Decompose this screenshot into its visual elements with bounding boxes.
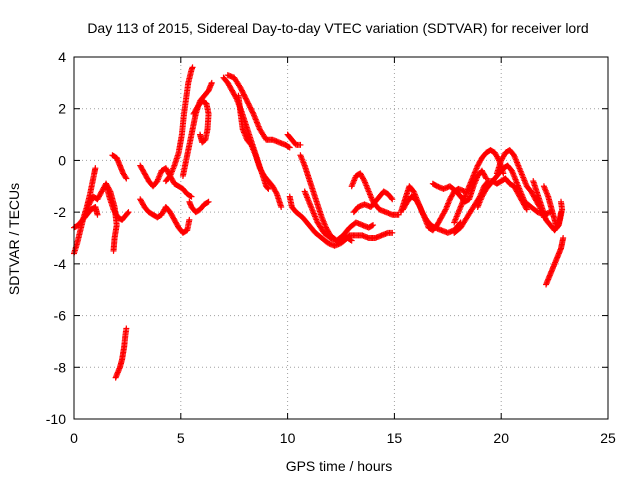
chart-title: Day 113 of 2015, Sidereal Day-to-day VTE… [87,20,588,36]
y-tick-label: -8 [54,359,67,375]
data-point [370,222,377,229]
data-point [560,235,567,241]
series-arc-14 [224,72,293,151]
data-point [389,229,396,236]
data-point [125,209,132,216]
series-arc-5 [109,152,130,182]
axis-ticks [73,56,609,420]
series-arc-19 [301,188,377,244]
data-point [360,176,367,183]
data-point [558,198,565,205]
data-point [285,143,292,150]
data-point [368,222,375,229]
data-point [265,185,272,192]
data-point [94,211,101,218]
y-axis-label: SDTVAR / TECUs [6,183,22,295]
series-arc-20 [348,170,402,218]
x-tick-label: 25 [600,430,616,446]
y-tick-label: 0 [58,152,66,168]
data-point [278,203,285,210]
data-point [482,174,489,181]
data-point [286,144,293,151]
series-arc-4 [103,180,132,223]
x-tick-label: 20 [493,430,509,446]
data-point [122,174,129,181]
series-arc-30 [540,183,566,231]
data-point [273,189,280,196]
series-arc-23 [399,185,468,234]
series-arc-9 [162,64,196,185]
series-arc-7 [137,162,195,200]
data-point [523,206,530,213]
series-arc-12 [190,97,212,146]
data-point [187,192,194,199]
data-point [249,109,256,116]
plot-frame [73,56,609,420]
data-points [71,64,567,381]
data-point [264,185,271,192]
series-arc-8 [137,196,193,236]
y-tick-label: -6 [54,308,67,324]
series-arc-2 [71,203,101,231]
data-point [297,141,304,148]
series-arc-15 [235,92,285,210]
x-tick-label: 0 [70,430,78,446]
series-arc-11 [186,198,212,216]
y-tick-label: -4 [54,256,67,272]
series-arc-24 [429,167,490,205]
x-tick-label: 10 [280,430,296,446]
data-point [389,196,396,203]
x-tick-label: 15 [387,430,403,446]
series-arc-16 [284,131,304,148]
data-point [123,325,130,332]
data-point [186,216,193,223]
data-point [416,202,423,209]
data-point [124,210,131,217]
data-point [110,247,117,254]
data-point [204,199,211,206]
data-point [205,198,212,205]
series-arc-31 [543,235,567,288]
data-point [123,175,130,182]
y-tick-label: 4 [58,49,66,65]
data-point [523,205,530,212]
data-point [92,165,99,172]
x-tick-labels: 0 5 10 15 20 25 [70,430,616,446]
data-point [188,193,195,200]
series-arc-6 [112,325,130,381]
data-point [441,207,448,214]
y-tick-label: 2 [58,101,66,117]
y-tick-label: -10 [46,411,66,427]
x-tick-label: 5 [177,430,185,446]
data-point [348,237,355,244]
data-point [189,64,196,71]
data-point [388,195,395,202]
y-tick-label: -2 [54,204,67,220]
series-arc-18 [297,152,396,244]
data-point [197,131,204,138]
x-axis-label: GPS time / hours [286,458,393,474]
data-point [208,79,215,86]
series-arc-21 [350,188,396,216]
series-arc-10 [179,79,215,179]
y-tick-labels: 4 2 0 -2 -4 -6 -8 -10 [46,49,66,427]
